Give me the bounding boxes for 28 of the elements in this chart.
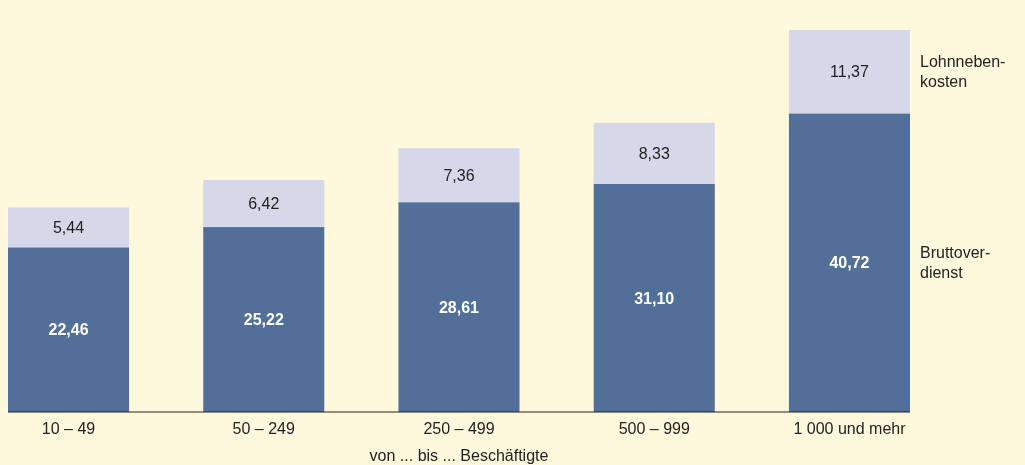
bar: [398, 202, 520, 412]
data-label: 40,72: [829, 254, 870, 272]
data-label: 11,37: [830, 63, 869, 81]
data-label: 8,33: [638, 144, 670, 162]
x-tick-label: 1 000 und mehr: [793, 420, 907, 437]
bar: [788, 113, 910, 412]
data-label: 28,61: [438, 298, 480, 316]
series-label: Lohnneben-kosten: [920, 53, 1006, 91]
bar: [593, 122, 715, 184]
bar: [593, 183, 715, 412]
x-tick-label: 50 – 249: [232, 420, 295, 437]
data-label: 31,10: [634, 289, 675, 307]
bar: [203, 179, 325, 228]
bar: [398, 148, 520, 203]
data-label: 25,22: [243, 311, 284, 329]
bar: [788, 30, 910, 114]
data-label: 5,44: [52, 218, 85, 236]
x-tick-label: 10 – 49: [41, 420, 96, 437]
data-label: 6,42: [248, 195, 280, 213]
bar: [8, 207, 130, 248]
x-axis-title: von ... bis ... Beschäftigte: [369, 447, 549, 464]
x-tick-label: 250 – 499: [423, 420, 495, 437]
data-label: 22,46: [48, 321, 89, 339]
bar: [8, 247, 130, 412]
data-label: 7,36: [443, 166, 475, 184]
series-label: Bruttover-dienst: [920, 244, 991, 282]
x-tick-label: 500 – 999: [618, 420, 690, 437]
bar: [203, 227, 325, 412]
